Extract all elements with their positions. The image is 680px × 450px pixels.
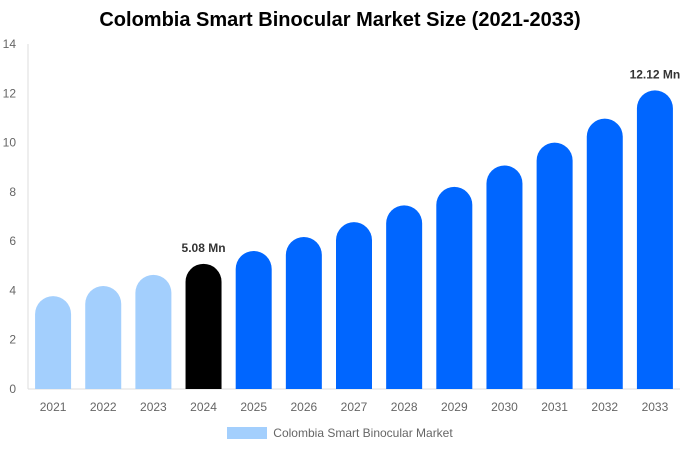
y-tick-label: 6 bbox=[9, 234, 16, 248]
y-tick-label: 12 bbox=[3, 86, 17, 100]
bar-2027 bbox=[336, 222, 372, 389]
x-tick-label: 2029 bbox=[441, 400, 468, 414]
x-tick-label: 2028 bbox=[391, 400, 418, 414]
bar-2031 bbox=[536, 142, 573, 389]
bar-2032 bbox=[586, 118, 623, 390]
y-tick-label: 0 bbox=[9, 382, 16, 396]
x-tick-label: 2022 bbox=[90, 400, 117, 414]
x-tick-label: 2031 bbox=[541, 400, 568, 414]
bar-2026 bbox=[285, 236, 322, 389]
legend-label: Colombia Smart Binocular Market bbox=[273, 426, 453, 440]
data-label: 5.08 Mn bbox=[182, 241, 226, 255]
legend-swatch bbox=[227, 427, 268, 439]
bar-2024 bbox=[185, 263, 222, 389]
x-tick-label: 2024 bbox=[190, 400, 217, 414]
bar-2030 bbox=[486, 165, 523, 389]
x-tick-label: 2033 bbox=[642, 400, 669, 414]
y-tick-label: 4 bbox=[9, 283, 16, 297]
data-label: 12.12 Mn bbox=[630, 67, 680, 81]
y-tick-label: 14 bbox=[3, 37, 17, 51]
x-tick-label: 2030 bbox=[491, 400, 518, 414]
x-tick-label: 2032 bbox=[591, 400, 618, 414]
bar-2023 bbox=[135, 274, 172, 389]
x-tick-label: 2023 bbox=[140, 400, 167, 414]
y-tick-label: 10 bbox=[3, 136, 17, 150]
bar-2025 bbox=[235, 251, 272, 389]
x-tick-label: 2025 bbox=[240, 400, 267, 414]
bar-2033 bbox=[636, 90, 673, 389]
bar-2029 bbox=[436, 186, 473, 389]
y-tick-label: 2 bbox=[9, 333, 16, 347]
bar-2022 bbox=[85, 285, 122, 389]
bar-2028 bbox=[386, 205, 423, 389]
x-tick-label: 2026 bbox=[290, 400, 317, 414]
chart-title: Colombia Smart Binocular Market Size (20… bbox=[99, 9, 581, 31]
x-tick-label: 2027 bbox=[341, 400, 368, 414]
legend[interactable]: Colombia Smart Binocular Market bbox=[0, 426, 680, 440]
y-tick-label: 8 bbox=[9, 185, 16, 199]
bar-2021 bbox=[35, 296, 72, 389]
x-tick-label: 2021 bbox=[40, 400, 67, 414]
